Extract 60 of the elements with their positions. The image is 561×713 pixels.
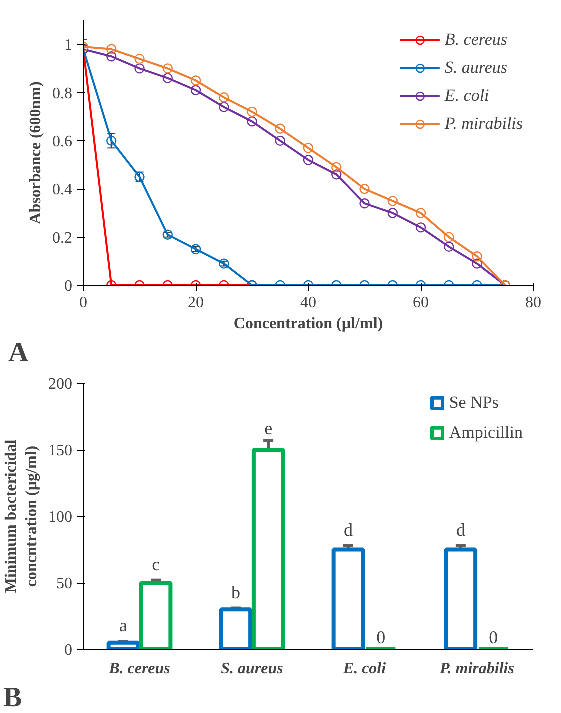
data-label: d xyxy=(456,520,466,540)
point xyxy=(303,143,314,154)
point xyxy=(360,184,370,194)
x-tick-label: P. mirabilis xyxy=(439,660,514,678)
y-tick-label: 50 xyxy=(56,576,72,592)
point xyxy=(275,124,286,134)
data-label: 0 xyxy=(489,628,498,648)
legend-label: Se NPs xyxy=(449,393,499,413)
legend-label: S. aureus xyxy=(444,58,508,78)
point xyxy=(162,73,173,84)
text: A xyxy=(8,338,30,368)
point xyxy=(162,64,173,74)
data-label: 0 xyxy=(376,628,386,648)
y-tick-label: 1 xyxy=(64,37,72,54)
x-tick-label: S. aureus xyxy=(221,660,284,678)
point xyxy=(106,52,117,62)
x-tick-label: 0 xyxy=(80,294,88,312)
y-axis-title: Absorbance (600nm) xyxy=(28,82,44,224)
point xyxy=(247,106,258,118)
y-tick-label: 100 xyxy=(48,509,72,526)
point xyxy=(190,76,202,86)
y-axis-title: Minimum bactericidal concntration (µg/ml) xyxy=(3,439,40,594)
point xyxy=(332,170,342,180)
point xyxy=(303,155,314,166)
y-tick-label: 0.2 xyxy=(52,230,72,247)
point xyxy=(332,162,342,173)
point xyxy=(134,64,145,74)
x-axis-title: Concentration (µl/ml) xyxy=(234,316,384,332)
y-tick-label: 0 xyxy=(64,642,72,659)
data-label: c xyxy=(152,554,160,574)
legend-label: E. coli xyxy=(444,86,490,106)
data-label: a xyxy=(119,616,128,636)
y-tick-label: 0 xyxy=(64,278,72,295)
x-tick-label: 20 xyxy=(188,294,204,312)
point xyxy=(219,92,230,103)
point xyxy=(190,85,202,96)
point xyxy=(388,196,398,206)
y-tick-label: 0.6 xyxy=(52,133,72,150)
data-label: e xyxy=(264,418,273,439)
text: B xyxy=(4,682,22,713)
y-tick-label: 150 xyxy=(48,442,72,460)
point xyxy=(247,116,258,127)
x-tick-label: 60 xyxy=(413,294,429,312)
legend-label: B. cereus xyxy=(444,30,508,50)
y-tick-label: 0.8 xyxy=(52,85,72,102)
x-tick-label: B. cereus xyxy=(108,660,170,678)
x-tick-label: 80 xyxy=(526,294,542,312)
legend-label: Ampicillin xyxy=(449,423,523,443)
point xyxy=(275,136,286,146)
y-tick-label: 200 xyxy=(48,376,72,393)
point xyxy=(134,54,145,64)
x-tick-label: E. coli xyxy=(342,660,387,678)
x-tick-label: 40 xyxy=(300,294,316,312)
data-label: d xyxy=(344,520,353,540)
point xyxy=(219,102,230,112)
data-label: b xyxy=(231,582,240,602)
y-tick-label: 0.4 xyxy=(52,182,72,199)
point xyxy=(106,44,117,54)
point xyxy=(106,136,117,146)
legend-label: P. mirabilis xyxy=(444,114,523,134)
